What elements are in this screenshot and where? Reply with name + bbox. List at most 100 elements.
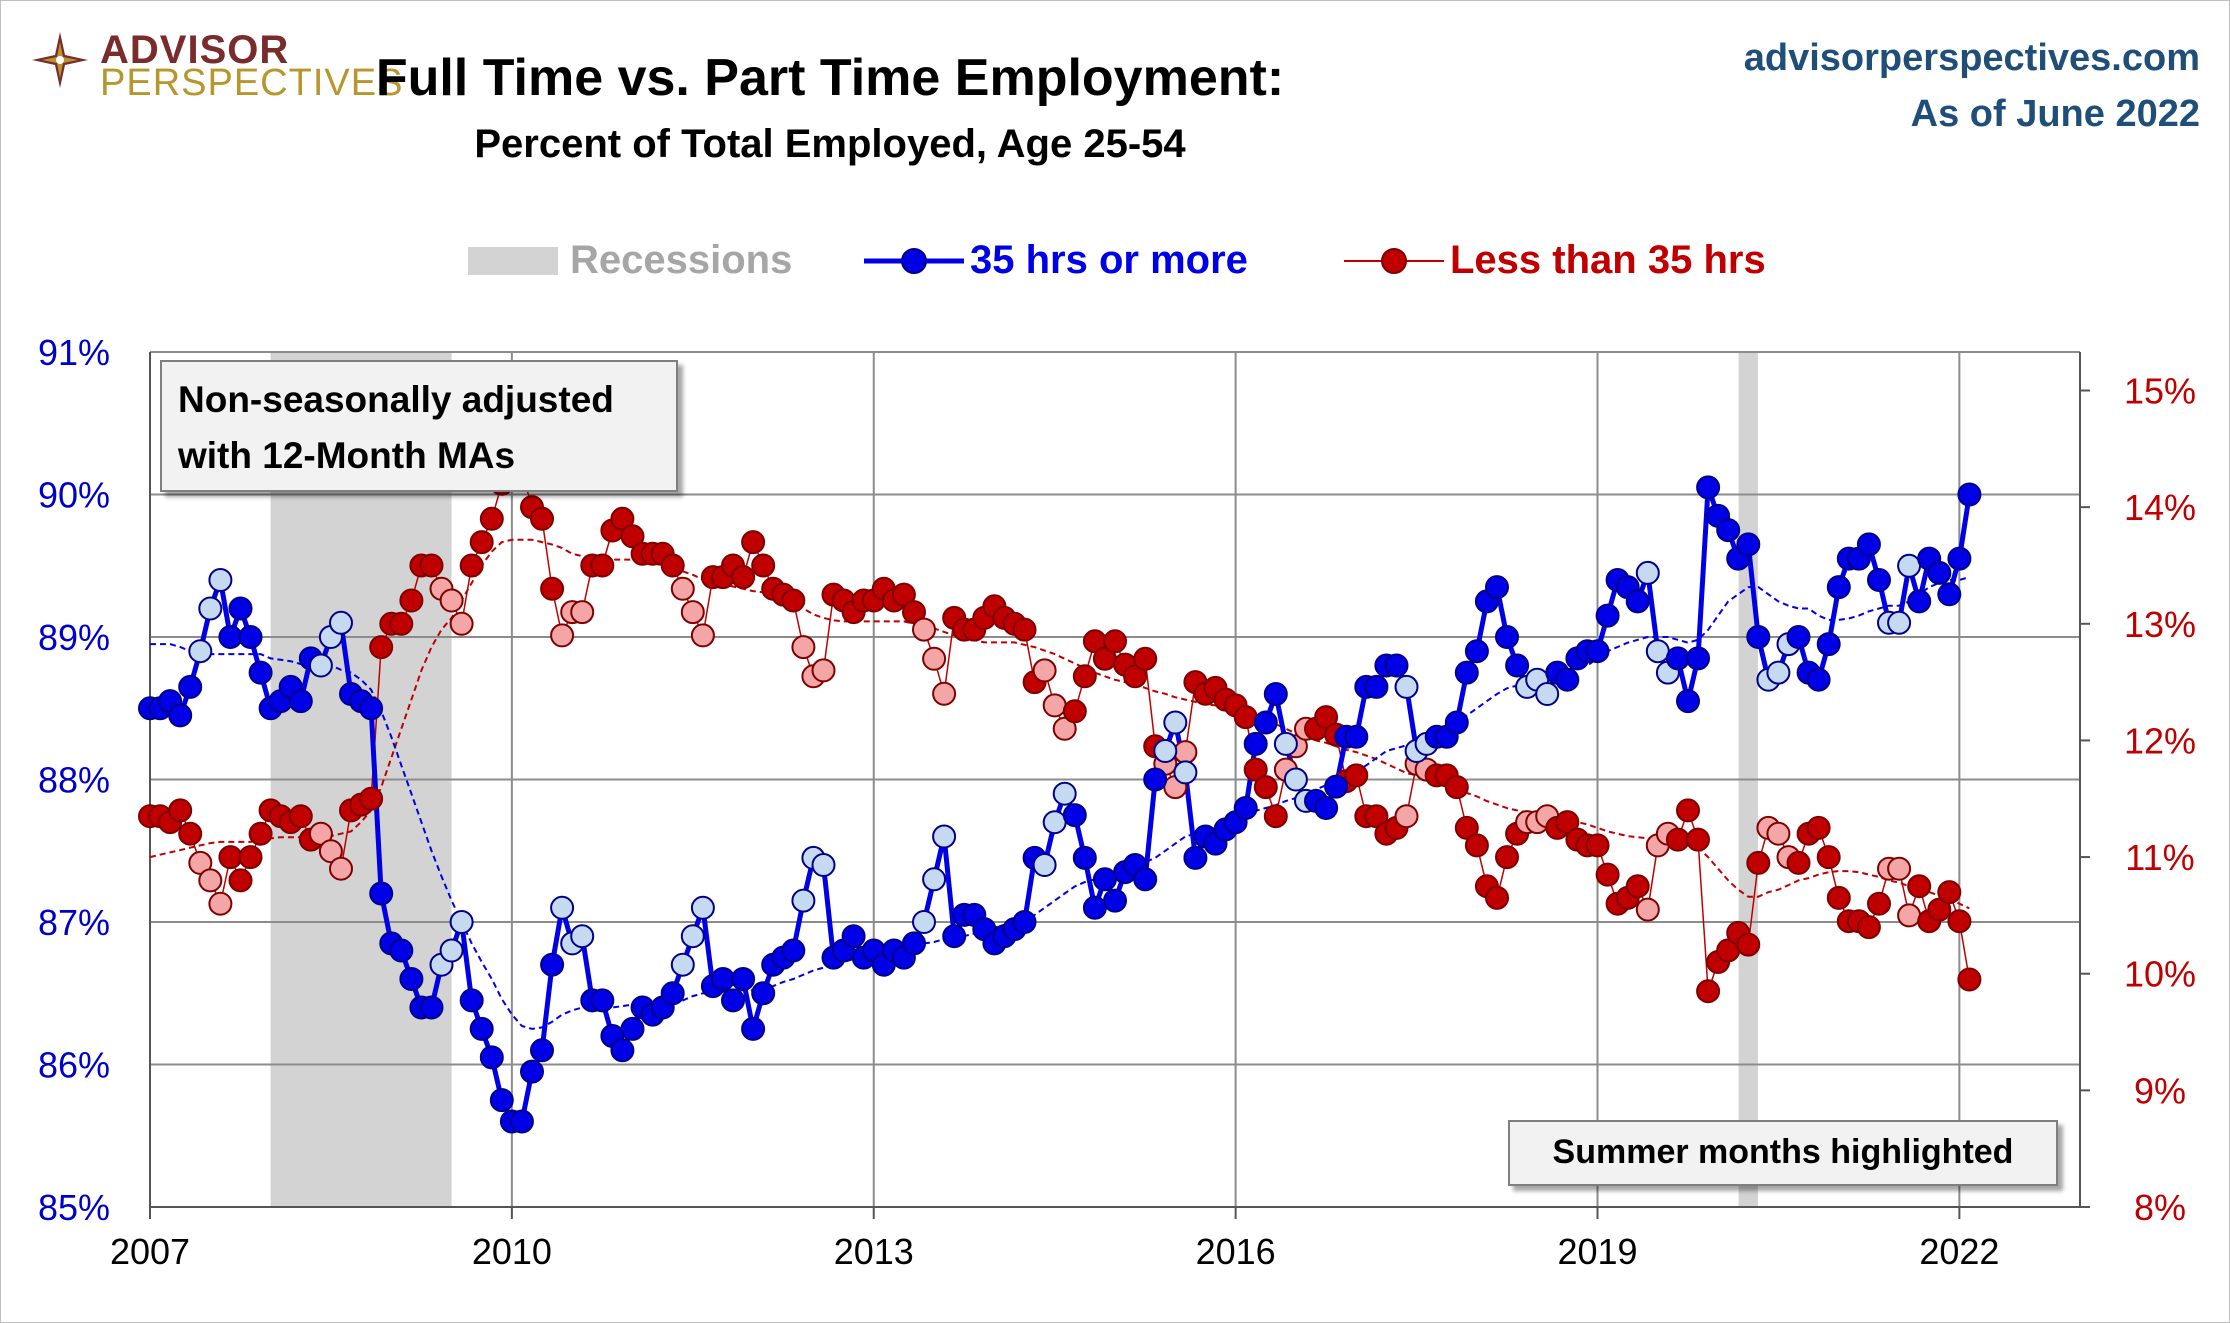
part-time-point: [932, 681, 957, 706]
part-time-point: [389, 611, 414, 636]
full-time-point: [1696, 475, 1721, 500]
legend-item-full-time: 35 hrs or more: [864, 232, 1248, 288]
compass-icon: [32, 32, 88, 88]
full-time-point: [1485, 575, 1509, 600]
full-time-point: [509, 1109, 534, 1134]
full-time-point: [208, 568, 233, 592]
full-time-point: [1716, 518, 1741, 543]
note-seasonal-adjustment: Non-seasonally adjusted with 12-Month MA…: [160, 360, 678, 492]
x-axis-tick-label: 2013: [834, 1231, 914, 1272]
full-time-point: [469, 1016, 494, 1041]
part-time-point: [359, 786, 384, 811]
part-time-point: [178, 821, 203, 846]
right-axis-tick-label: 9%: [2134, 1070, 2186, 1111]
full-time-point: [922, 867, 947, 892]
axes: 85% 86% 87% 88% 89% 90% 91% 8% 9% 10% 11% 12% 13% 14%…: [38, 332, 2196, 1272]
full-time-point: [1183, 845, 1208, 870]
full-time-point: [1133, 867, 1158, 892]
part-time-point: [1394, 804, 1419, 829]
full-time-point: [791, 888, 816, 913]
full-time-point: [1907, 589, 1932, 614]
part-time-point: [238, 845, 263, 870]
part-time-point: [680, 600, 705, 625]
part-time-point: [1042, 693, 1067, 718]
full-time-ma-line: [150, 576, 1970, 1030]
legend-item-part-time: Less than 35 hrs: [1344, 232, 1766, 288]
full-time-point: [178, 674, 203, 699]
part-time-point: [1263, 804, 1288, 829]
part-time-point: [318, 839, 343, 864]
full-time-point: [479, 1045, 504, 1070]
full-time-point: [1253, 710, 1278, 735]
full-time-point: [459, 988, 484, 1013]
full-time-point: [721, 988, 745, 1013]
full-time-point: [1233, 796, 1258, 820]
part-time-point: [530, 506, 554, 531]
full-time-point: [942, 924, 967, 949]
full-time-point: [902, 931, 926, 956]
full-time-point: [369, 881, 394, 906]
right-axis-tick-label: 8%: [2134, 1187, 2186, 1228]
full-time-point: [1786, 625, 1811, 649]
full-time-point: [1444, 710, 1469, 735]
part-time-point: [329, 856, 353, 881]
part-time-point: [670, 576, 695, 601]
part-time-point: [1625, 874, 1650, 899]
as-of-date: As of June 2022: [1910, 93, 2200, 135]
full-time-point: [248, 660, 273, 685]
part-time-point: [610, 506, 635, 531]
full-time-point: [1766, 660, 1791, 685]
full-time-point: [690, 895, 715, 920]
part-time-point: [248, 821, 273, 846]
full-time-point: [660, 981, 685, 1006]
full-time-point: [680, 924, 705, 949]
full-time-point: [1103, 888, 1127, 913]
full-time-point: [1625, 589, 1650, 614]
part-time-point: [469, 530, 494, 555]
part-time-point: [540, 576, 565, 601]
part-time-point: [1032, 658, 1057, 683]
full-time-point: [1173, 760, 1198, 785]
part-time-point: [1253, 775, 1278, 800]
part-time-point: [731, 565, 756, 590]
left-axis-tick-label: 89%: [38, 617, 110, 658]
full-time-point: [520, 1059, 544, 1084]
full-time-point: [1273, 731, 1298, 756]
part-time-point: [1867, 891, 1891, 916]
full-time-point: [1243, 731, 1268, 756]
part-time-point: [1072, 664, 1097, 689]
full-time-point: [1012, 910, 1037, 934]
right-axis-tick-label: 15%: [2124, 370, 2196, 411]
full-time-point: [218, 625, 243, 649]
legend: Recessions 35 hrs or more Less than 35 h…: [468, 232, 1848, 288]
full-time-point: [1867, 568, 1891, 592]
part-time-point: [1887, 856, 1912, 881]
full-time-point: [1736, 532, 1761, 557]
full-time-point: [168, 703, 193, 728]
full-time-point: [912, 910, 936, 934]
part-time-point: [1595, 862, 1620, 887]
part-time-point: [1103, 629, 1127, 654]
part-time-point: [208, 891, 233, 916]
full-time-point: [570, 924, 595, 949]
full-time-point: [1826, 575, 1851, 600]
note-summer-months: Summer months highlighted: [1508, 1120, 2058, 1186]
part-time-point: [1907, 874, 1932, 899]
full-time-point: [1746, 625, 1771, 649]
part-time-point: [1052, 716, 1077, 741]
part-time-point: [1937, 880, 1962, 905]
full-time-point: [741, 1016, 766, 1041]
part-time-point: [449, 611, 474, 636]
x-axis-tick-label: 2019: [1557, 1231, 1637, 1272]
advisor-perspectives-logo: ADVISOR PERSPECTIVES: [30, 28, 402, 108]
part-time-point: [922, 646, 947, 671]
full-time-point: [1384, 653, 1409, 678]
full-time-point: [238, 625, 263, 649]
full-time-point: [932, 824, 957, 849]
part-time-point: [912, 617, 936, 642]
full-time-point: [620, 1016, 645, 1041]
full-time-point: [228, 596, 253, 621]
part-time-point: [459, 553, 484, 578]
full-time-point: [731, 967, 756, 991]
